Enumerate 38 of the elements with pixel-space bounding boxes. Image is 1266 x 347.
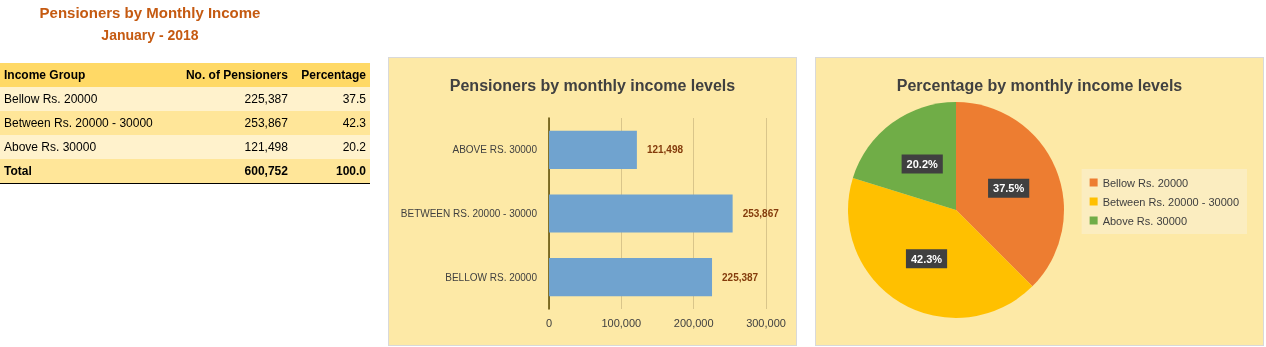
- y-tick-label: BETWEEN RS. 20000 - 30000: [400, 208, 538, 219]
- data-label: 42.3%: [910, 252, 943, 265]
- legend-label: Bellow Rs. 20000: [1102, 176, 1189, 189]
- text: Income Group: [3, 67, 87, 84]
- series-label: Percentage: [300, 67, 367, 84]
- legend-label: Between Rs. 20000 - 30000: [1102, 195, 1239, 208]
- text: January - 2018: [100, 27, 200, 43]
- y-tick-label: ABOVE RS. 30000: [452, 144, 538, 156]
- data-label: 600,752: [172, 159, 292, 183]
- data-label: 225,387: [722, 271, 759, 283]
- chart-title: Pensioners by monthly income levels: [449, 76, 736, 94]
- x-tick-label: 0: [545, 316, 553, 329]
- chart-title: Percentage by monthly income levels: [896, 76, 1183, 94]
- x-tick-label: 300,000: [746, 316, 786, 329]
- data-label: 20.2: [291, 135, 370, 159]
- data-label: 225,387: [172, 87, 292, 111]
- data-label: 37.5: [291, 87, 370, 111]
- data-label: 42.3: [291, 111, 370, 135]
- category-label: Above Rs. 30000: [3, 139, 98, 156]
- x-tick-label: 100,000: [601, 316, 642, 329]
- y-tick-label: BELLOW RS. 20000: [445, 271, 538, 283]
- category-label: Bellow Rs. 20000: [3, 91, 99, 108]
- data-label: 37.5%: [993, 182, 1025, 195]
- category-label: Total: [3, 162, 33, 180]
- data-label: 253,867: [742, 208, 780, 219]
- data-label: 20.2%: [906, 158, 939, 171]
- legend-label: Above Rs. 30000: [1102, 214, 1188, 227]
- text: Pensioners by Monthly Income: [38, 4, 262, 21]
- data-label: 121,498: [172, 135, 292, 159]
- series-label: No. of Pensioners: [184, 67, 289, 84]
- category-label: Between Rs. 20000 - 30000: [3, 115, 154, 132]
- data-label: 253,867: [172, 111, 292, 135]
- bar: [549, 258, 713, 297]
- data-label: 121,498: [646, 144, 684, 156]
- bar: [549, 130, 637, 169]
- x-tick-label: 200,000: [673, 316, 714, 329]
- data-label: 100.0: [291, 159, 370, 183]
- bar: [549, 194, 733, 233]
